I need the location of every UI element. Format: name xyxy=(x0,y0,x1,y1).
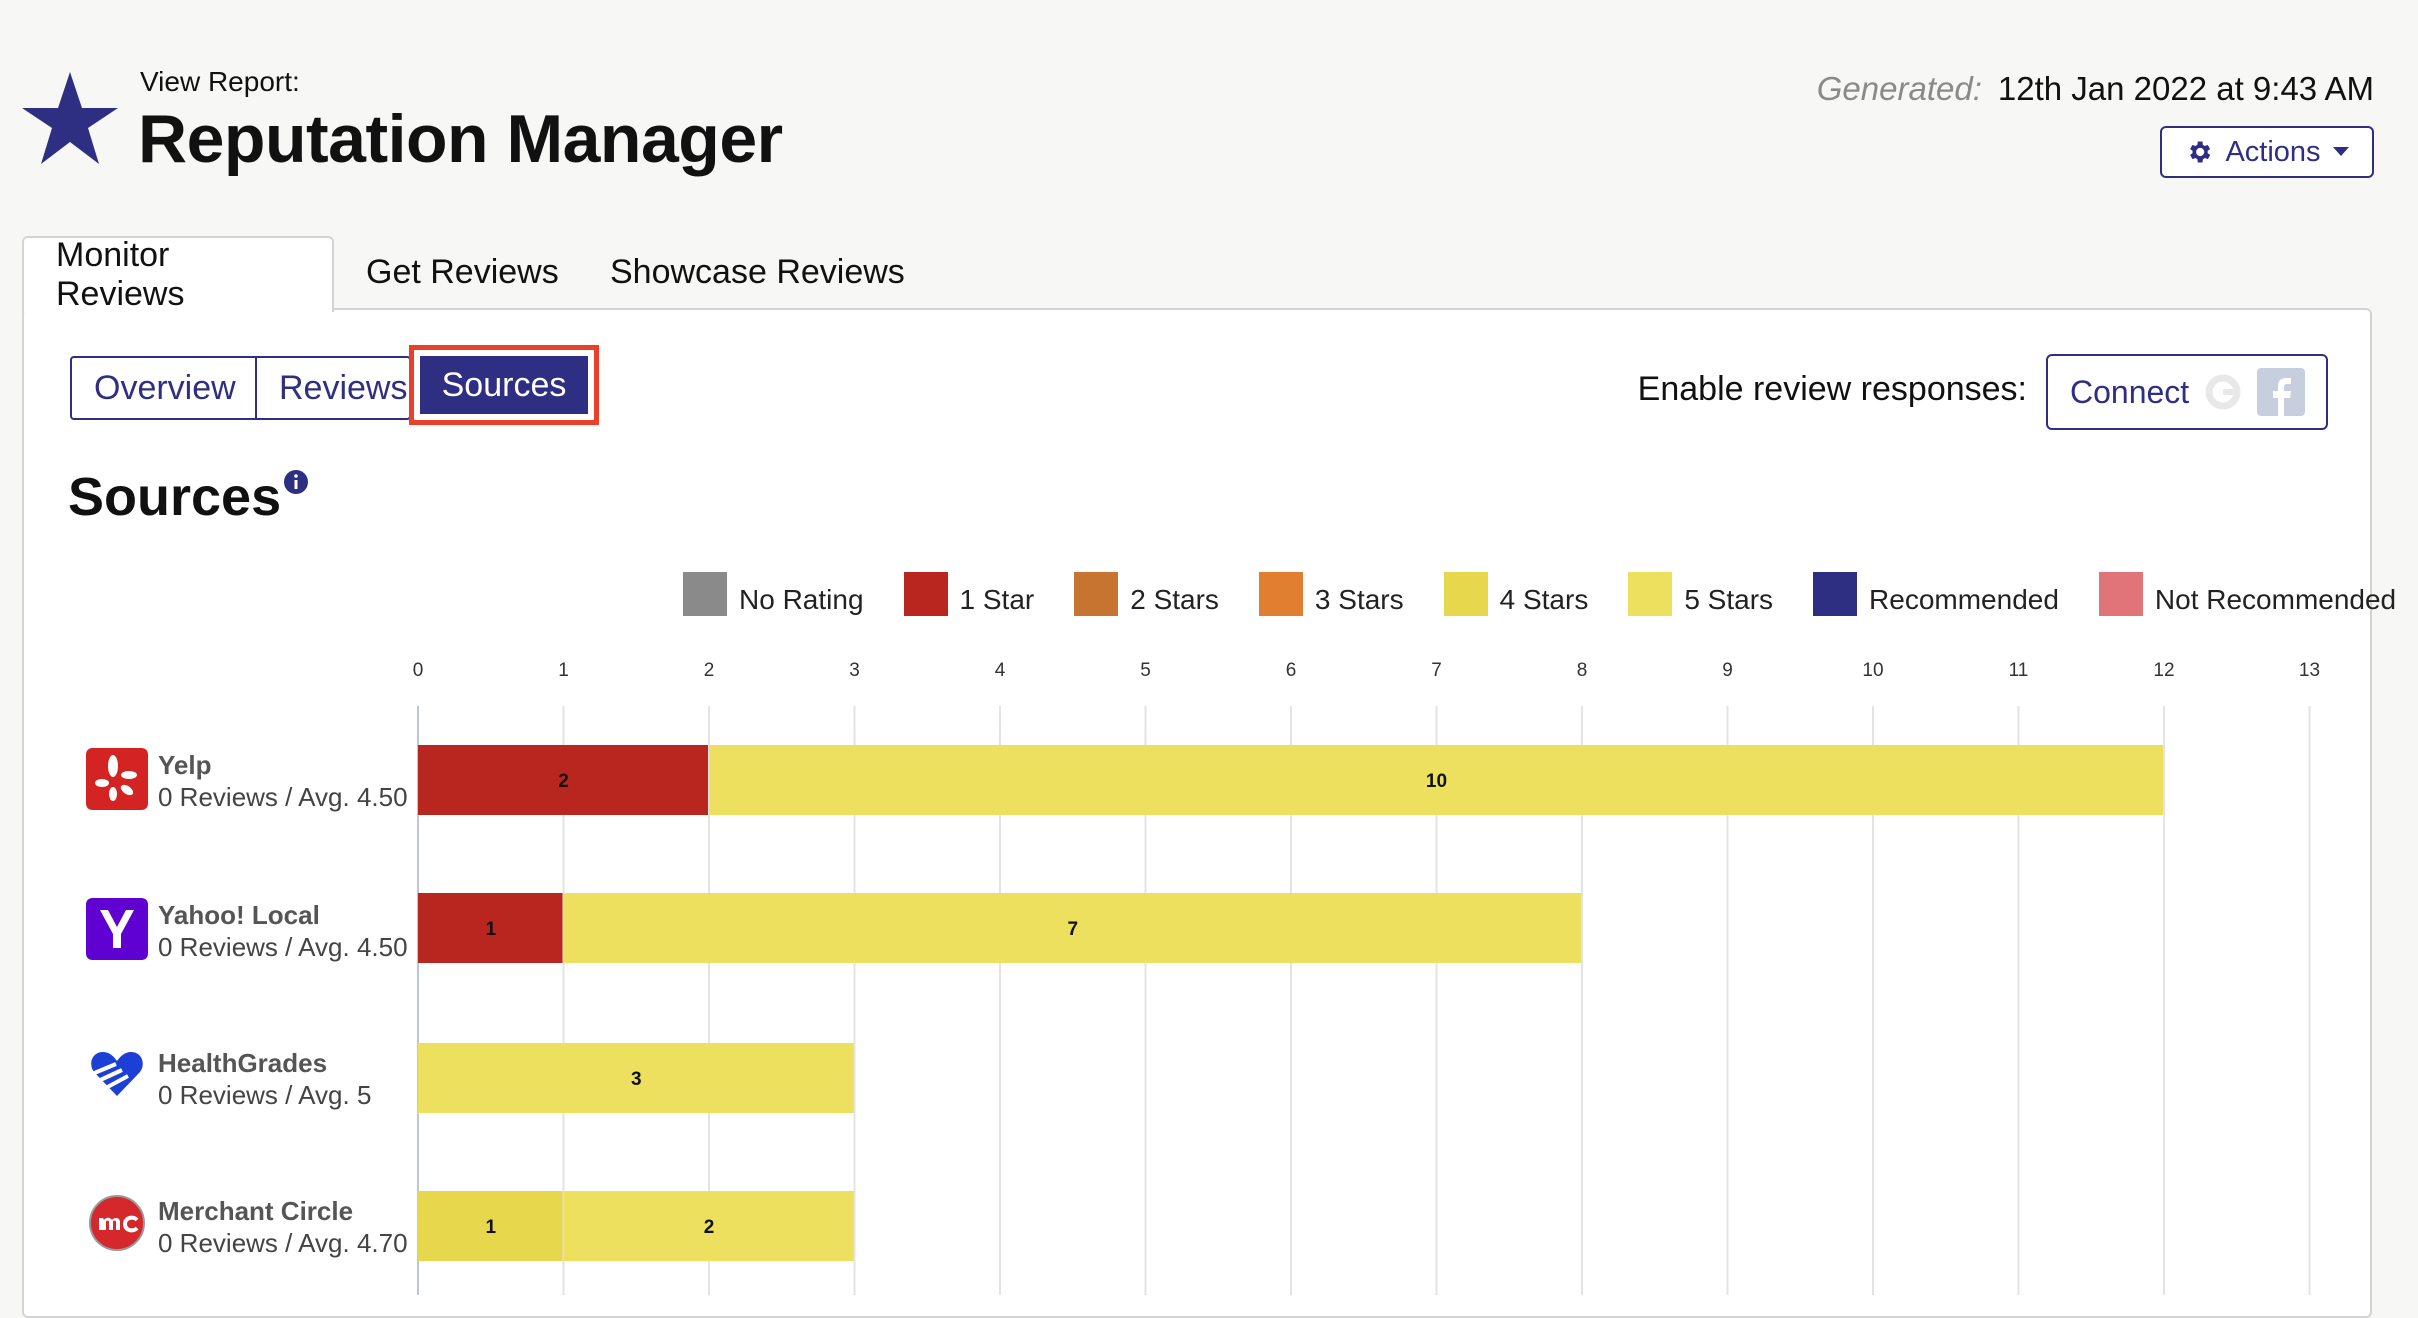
legend-label: Recommended xyxy=(1869,584,2059,615)
bar-segment xyxy=(563,893,1581,963)
legend-swatch xyxy=(1074,572,1119,616)
x-tick-label: 3 xyxy=(849,660,860,681)
bar-segment xyxy=(418,1191,563,1261)
source-name-healthgrades: HealthGrades xyxy=(158,1048,328,1078)
x-tick-label: 4 xyxy=(995,660,1006,681)
x-tick-label: 10 xyxy=(1862,660,1883,681)
generated-label: Generated: xyxy=(1816,70,1982,107)
page-title: Reputation Manager xyxy=(138,101,783,177)
generated-value: 12th Jan 2022 at 9:43 AM xyxy=(1997,70,2374,107)
x-tick-label: 8 xyxy=(1577,660,1588,681)
subnav-sources-highlight: Sources xyxy=(409,345,599,425)
legend-swatch xyxy=(1443,572,1488,616)
legend-label: 4 Stars xyxy=(1499,584,1589,615)
bar-segment xyxy=(418,745,708,815)
source-subtitle-yelp: 0 Reviews / Avg. 4.50 xyxy=(158,782,408,812)
subnav-sources[interactable]: Sources xyxy=(420,356,588,414)
x-tick-label: 1 xyxy=(558,660,569,681)
source-subtitle-merchant-circle: 0 Reviews / Avg. 4.70 xyxy=(158,1228,408,1258)
x-tick-label: 6 xyxy=(1286,660,1297,681)
sources-bar-chart: 0 1 2 3 4 5 6 7 8 9 10 11 12 132 101 731 2 xyxy=(413,660,2320,1295)
legend-label: No Rating xyxy=(739,584,864,615)
legend-item[interactable]: Recommended xyxy=(1813,572,2059,616)
x-tick-label: 5 xyxy=(1140,660,1151,681)
yelp-icon xyxy=(86,748,148,810)
merchant-circle-icon xyxy=(89,1195,145,1251)
healthgrades-icon xyxy=(91,1052,143,1096)
source-subtitle-healthgrades: 0 Reviews / Avg. 5 xyxy=(158,1080,372,1110)
source-name-yelp: Yelp xyxy=(158,750,212,780)
actions-button[interactable]: Actions xyxy=(2160,126,2374,178)
x-tick-label: 12 xyxy=(2153,660,2174,681)
gear-icon xyxy=(2190,141,2211,163)
bar-data-label: 10 xyxy=(1426,771,1447,792)
bar-data-label: 2 xyxy=(704,1217,715,1238)
legend-swatch xyxy=(1628,572,1673,616)
source-subtitle-yahoo-local: 0 Reviews / Avg. 4.50 xyxy=(158,932,408,962)
x-tick-label: 2 xyxy=(704,660,715,681)
bar-segment xyxy=(418,893,563,963)
bar-data-label: 7 xyxy=(1067,919,1078,940)
legend-label: 2 Stars xyxy=(1130,584,1219,615)
legend-item[interactable]: 3 Stars xyxy=(1258,572,1404,616)
legend-swatch xyxy=(683,572,727,616)
subnav-overview[interactable]: Overview xyxy=(72,358,257,418)
view-report-label: View Report: xyxy=(140,66,300,97)
subnav-reviews[interactable]: Reviews xyxy=(279,368,408,407)
connect-button[interactable]: Connect xyxy=(2046,354,2328,430)
x-tick-label: 13 xyxy=(2299,660,2320,681)
bar-data-label: 1 xyxy=(485,919,496,940)
legend-swatch xyxy=(2098,572,2143,616)
bar-segment xyxy=(709,745,2163,815)
sub-navigation: Overview Reviews xyxy=(70,356,411,420)
legend-label: 5 Stars xyxy=(1684,584,1774,615)
bar-data-label: 1 xyxy=(485,1217,496,1238)
star-logo-icon xyxy=(22,72,118,164)
actions-label: Actions xyxy=(2225,135,2321,168)
bar-segment xyxy=(418,1043,854,1113)
source-name-yahoo-local: Yahoo! Local xyxy=(158,900,320,930)
legend-item[interactable]: No Rating xyxy=(683,572,864,616)
x-tick-label: 11 xyxy=(2009,660,2029,681)
x-tick-label: 0 xyxy=(413,660,424,681)
tab-showcase-reviews[interactable]: Showcase Reviews xyxy=(610,252,905,291)
facebook-icon xyxy=(2257,368,2306,416)
chart-legend: No Rating 1 Star 2 Stars 3 Stars 4 Stars 5 St… xyxy=(683,572,2396,616)
legend-label: 1 Star xyxy=(959,584,1035,615)
bar-data-label: 2 xyxy=(558,771,569,792)
google-icon xyxy=(2205,374,2241,410)
legend-label: Not Recommended xyxy=(2154,584,2397,615)
legend-swatch xyxy=(903,572,948,616)
bar-segment xyxy=(563,1191,854,1261)
enable-responses-label: Enable review responses: xyxy=(1637,370,2027,408)
tab-monitor-reviews[interactable]: Monitor Reviews xyxy=(22,236,334,313)
bar-data-label: 3 xyxy=(631,1069,642,1090)
info-icon[interactable] xyxy=(284,470,308,494)
legend-item[interactable]: 5 Stars xyxy=(1628,572,1773,616)
legend-item[interactable]: 2 Stars xyxy=(1074,572,1219,616)
legend-item[interactable]: 1 Star xyxy=(903,572,1035,616)
yahoo-icon xyxy=(86,898,148,960)
section-title: Sources xyxy=(68,467,282,527)
generated-timestamp: Generated: 12th Jan 2022 at 9:43 AM xyxy=(1817,70,2374,108)
connect-label: Connect xyxy=(2070,373,2190,410)
caret-down-icon xyxy=(2332,147,2349,156)
tab-get-reviews[interactable]: Get Reviews xyxy=(366,252,559,291)
legend-label: 3 Stars xyxy=(1314,584,1404,615)
legend-swatch xyxy=(1813,572,1858,616)
legend-item[interactable]: Not Recommended xyxy=(2098,572,2397,616)
legend-item[interactable]: 4 Stars xyxy=(1443,572,1589,616)
source-name-merchant-circle: Merchant Circle xyxy=(158,1196,354,1226)
x-tick-label: 9 xyxy=(1722,660,1733,681)
legend-swatch xyxy=(1258,572,1303,616)
x-tick-label: 7 xyxy=(1431,660,1442,681)
